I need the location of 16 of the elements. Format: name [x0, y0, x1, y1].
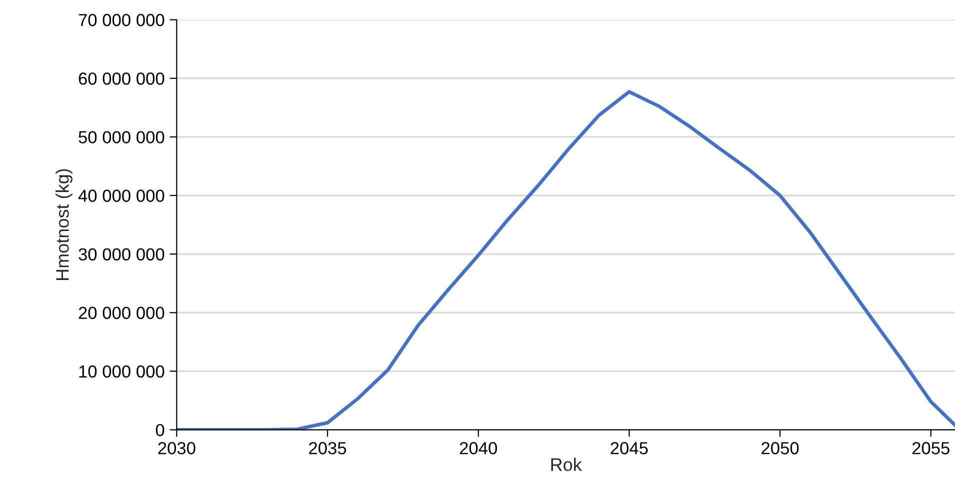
y-tick-label: 70 000 000	[78, 14, 164, 26]
x-tick-label: 2030	[158, 442, 196, 454]
y-axis-title: Hmotnost (kg)	[56, 169, 72, 280]
x-tick-label: 2055	[912, 442, 950, 454]
y-tick-label: 30 000 000	[78, 248, 164, 261]
x-tick-label: 2045	[610, 442, 648, 454]
x-tick-label: 2050	[762, 442, 799, 454]
y-tick-label: 0	[156, 424, 164, 436]
y-tick-label: 50 000 000	[78, 131, 164, 144]
y-tick-label: 10 000 000	[79, 365, 164, 378]
y-tick-label: 60 000 000	[78, 72, 164, 85]
y-tick-label: 20 000 000	[78, 306, 164, 320]
x-tick-label: 2035	[309, 442, 346, 454]
x-tick-label: 2040	[460, 442, 497, 454]
x-axis-title: Rok	[551, 458, 582, 472]
y-tick-label: 40 000 000	[78, 190, 164, 202]
